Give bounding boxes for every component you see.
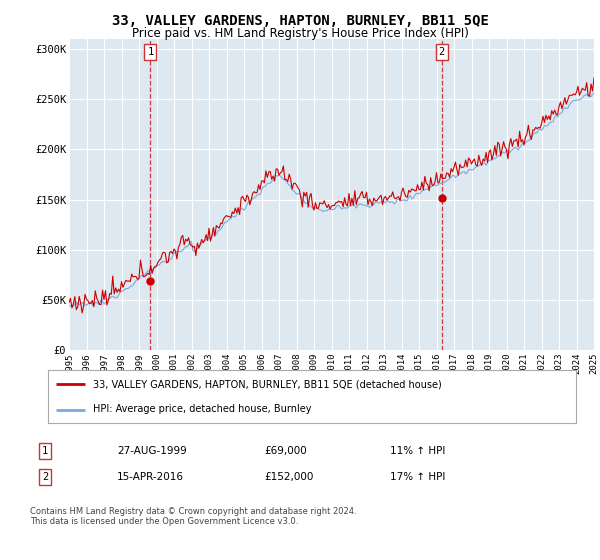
Text: 1: 1	[42, 446, 48, 456]
Text: 33, VALLEY GARDENS, HAPTON, BURNLEY, BB11 5QE (detached house): 33, VALLEY GARDENS, HAPTON, BURNLEY, BB1…	[93, 380, 442, 390]
Text: Price paid vs. HM Land Registry's House Price Index (HPI): Price paid vs. HM Land Registry's House …	[131, 27, 469, 40]
Text: 11% ↑ HPI: 11% ↑ HPI	[390, 446, 445, 456]
Text: Contains HM Land Registry data © Crown copyright and database right 2024.
This d: Contains HM Land Registry data © Crown c…	[30, 507, 356, 526]
Text: 15-APR-2016: 15-APR-2016	[117, 472, 184, 482]
Text: 2: 2	[42, 472, 48, 482]
Text: 1: 1	[147, 47, 154, 57]
Text: 27-AUG-1999: 27-AUG-1999	[117, 446, 187, 456]
Text: 33, VALLEY GARDENS, HAPTON, BURNLEY, BB11 5QE: 33, VALLEY GARDENS, HAPTON, BURNLEY, BB1…	[112, 14, 488, 28]
Text: 2: 2	[439, 47, 445, 57]
Text: £152,000: £152,000	[264, 472, 313, 482]
Text: 17% ↑ HPI: 17% ↑ HPI	[390, 472, 445, 482]
Text: HPI: Average price, detached house, Burnley: HPI: Average price, detached house, Burn…	[93, 404, 311, 414]
Text: £69,000: £69,000	[264, 446, 307, 456]
